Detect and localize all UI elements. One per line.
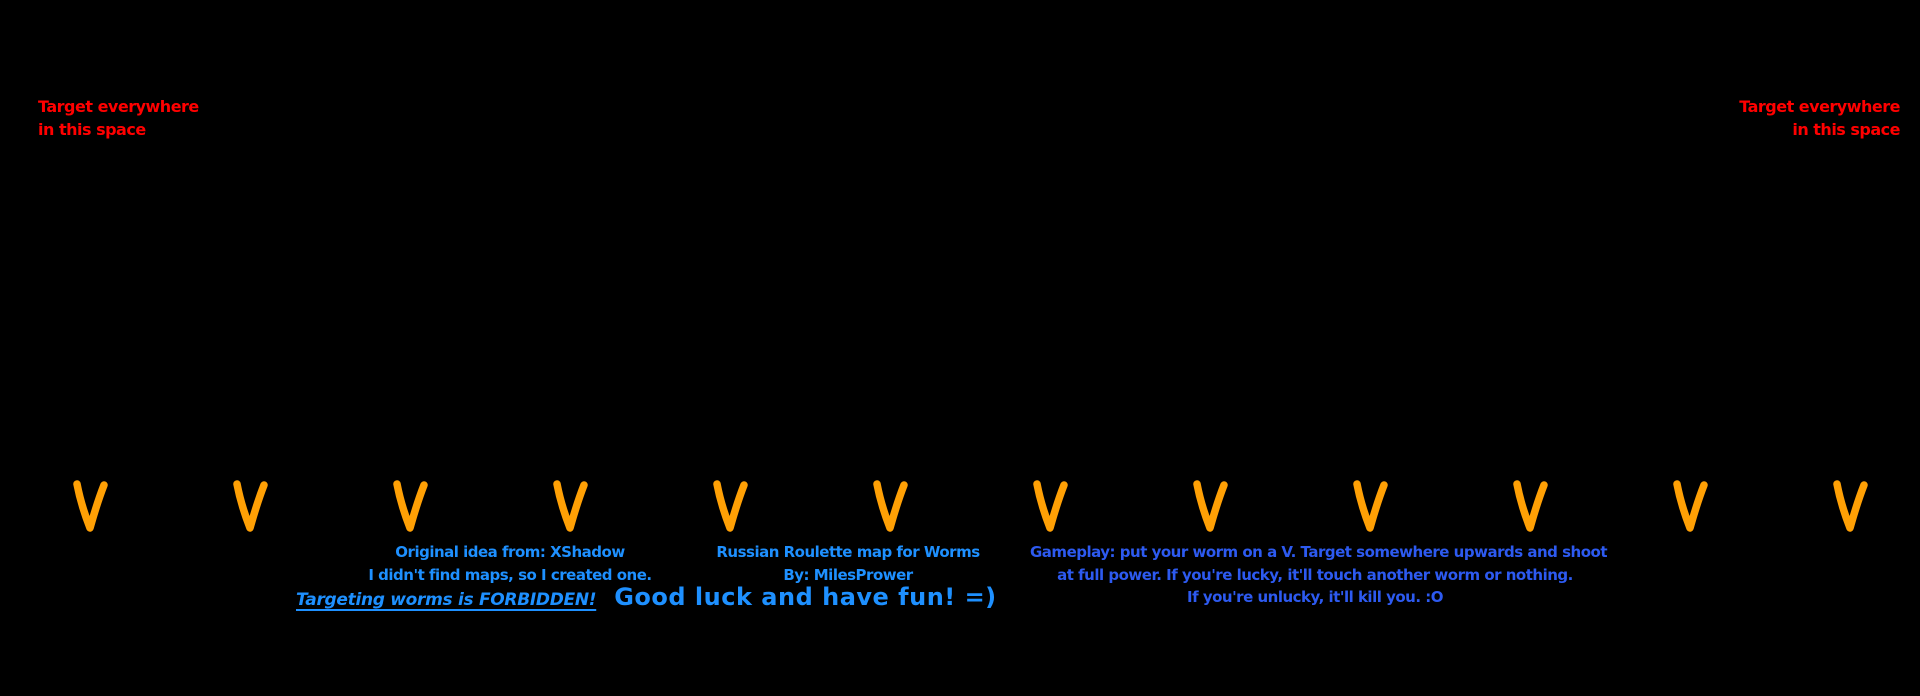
v-target-icon[interactable] [1030,478,1070,532]
v-target-icon[interactable] [1350,478,1390,532]
wish-text: Good luck and have fun! =) [614,583,997,611]
v-target-icon[interactable] [870,478,910,532]
gameplay-line: If you're unlucky, it'll kill you. :O [1186,588,1444,606]
v-target-icon[interactable] [710,478,750,532]
v-target-icon[interactable] [1670,478,1710,532]
v-target-icon[interactable] [1830,478,1870,532]
map-title: Russian Roulette map for Worms [716,543,980,561]
corner-note-line: in this space [1792,120,1900,139]
v-target-icon[interactable] [390,478,430,532]
credits-block: Original idea from: XShadow I didn't fin… [250,541,770,586]
v-target-icon[interactable] [550,478,590,532]
v-target-icon[interactable] [230,478,270,532]
credits-line: I didn't find maps, so I created one. [368,565,652,584]
map-author: By: MilesPrower [783,565,913,584]
corner-note-right: Target everywhere in this space [1739,95,1900,141]
v-target-icon[interactable] [1510,478,1550,532]
corner-note-line: Target everywhere [38,97,199,116]
gameplay-line: at full power. If you're lucky, it'll to… [1057,565,1573,584]
gameplay-line: Gameplay: put your worm on a V. Target s… [1030,543,1608,561]
title-block: Russian Roulette map for Worms By: Miles… [698,541,998,586]
v-target-icon[interactable] [1190,478,1230,532]
warning-text: Targeting worms is FORBIDDEN! [296,590,597,610]
corner-note-left: Target everywhere in this space [38,95,199,141]
corner-note-line: in this space [38,120,146,139]
credits-warning-row: Targeting worms is FORBIDDEN! Good luck a… [296,583,997,611]
v-target-icon[interactable] [70,478,110,532]
gameplay-block: Gameplay: put your worm on a V. Target s… [1030,541,1608,609]
target-row [70,478,1870,532]
credits-line: Original idea from: XShadow [395,543,625,561]
corner-note-line: Target everywhere [1739,97,1900,116]
